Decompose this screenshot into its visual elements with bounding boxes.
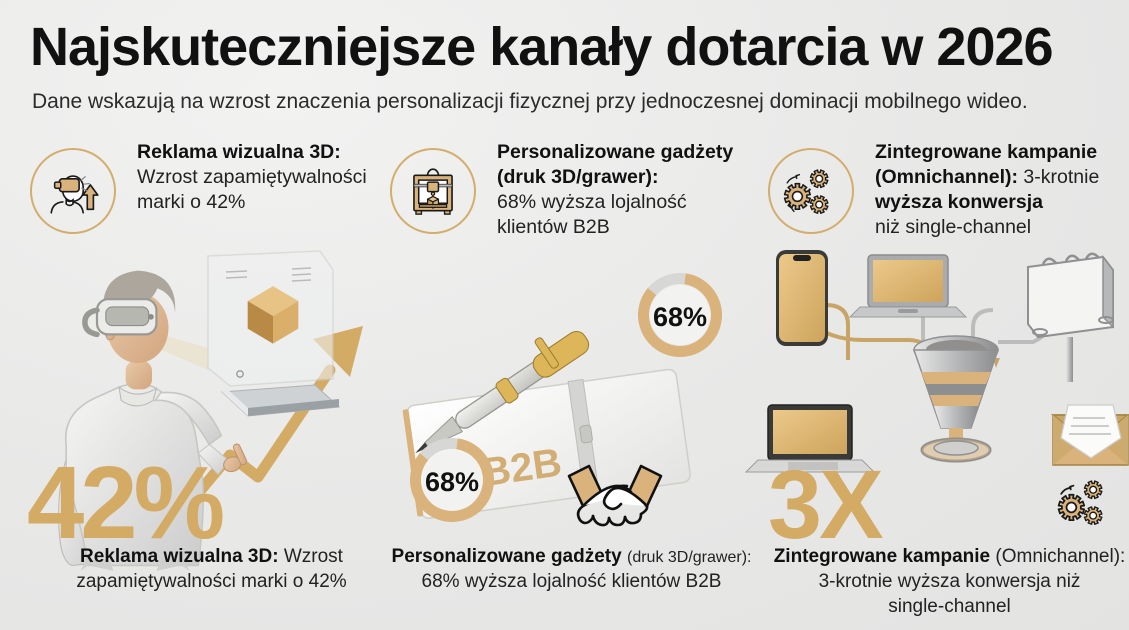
svg-text:68%: 68% (425, 467, 479, 497)
svg-text:42%: 42% (27, 445, 223, 560)
svg-text:68%: 68% (653, 302, 707, 332)
svg-text:3X: 3X (768, 450, 883, 559)
